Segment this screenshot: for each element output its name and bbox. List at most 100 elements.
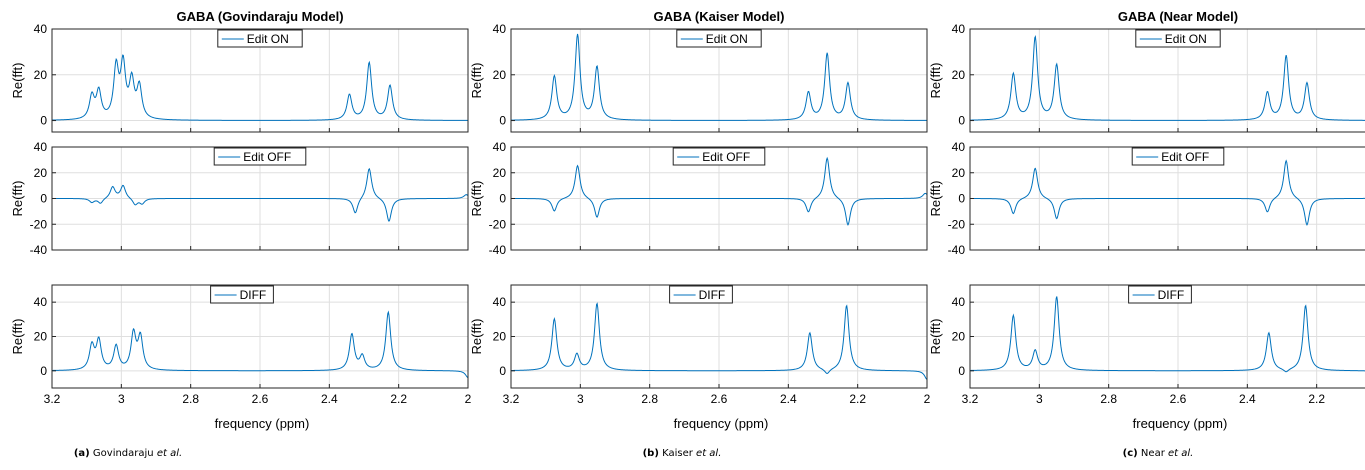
x-tick-label: 3.2 xyxy=(962,392,979,406)
series-line xyxy=(52,310,469,379)
caption-name: Govindaraju xyxy=(92,448,154,459)
y-tick-label: 40 xyxy=(952,140,966,154)
x-tick-label: 3.2 xyxy=(503,392,520,406)
x-tick-label: 2.6 xyxy=(1170,392,1187,406)
caption-a: (a) Govindaraju et al. xyxy=(74,448,182,459)
legend-box xyxy=(1128,285,1192,304)
x-tick-label: 2.2 xyxy=(849,392,866,406)
caption-tag: (c) xyxy=(1122,448,1138,459)
y-tick-label: 20 xyxy=(34,166,48,180)
y-tick-label: 40 xyxy=(34,140,48,154)
y-tick-label: 0 xyxy=(499,364,506,378)
caption-c: (c) Near et al. xyxy=(1123,448,1194,459)
y-axis-label: Re(fft) xyxy=(10,63,25,99)
caption-name: Kaiser xyxy=(662,448,693,459)
caption-tag: (a) xyxy=(73,448,90,459)
x-tick-label: 2 xyxy=(924,392,931,406)
y-tick-label: 0 xyxy=(40,364,47,378)
y-tick-label: 20 xyxy=(34,330,48,344)
x-tick-label: 2.4 xyxy=(1239,392,1256,406)
series-line xyxy=(51,54,468,121)
y-tick-label: 20 xyxy=(493,68,507,82)
y-axis-label: Re(fft) xyxy=(469,319,484,355)
legend-label: Edit ON xyxy=(706,32,748,46)
x-tick-label: 2.8 xyxy=(182,392,199,406)
legend-label: Edit OFF xyxy=(1161,150,1209,164)
x-axis-label: frequency (ppm) xyxy=(215,416,310,431)
y-tick-label: -20 xyxy=(948,217,966,231)
y-tick-label: 0 xyxy=(958,364,965,378)
y-tick-label: 40 xyxy=(34,22,48,36)
y-tick-label: -20 xyxy=(489,217,507,231)
y-tick-label: 0 xyxy=(958,114,965,128)
x-tick-label: 2.6 xyxy=(252,392,269,406)
legend-label: Edit OFF xyxy=(702,150,750,164)
x-tick-label: 3 xyxy=(577,392,584,406)
x-tick-label: 2.8 xyxy=(1100,392,1117,406)
y-tick-label: -40 xyxy=(948,243,966,257)
series-line xyxy=(970,159,1365,226)
y-axis-label: Re(fft) xyxy=(10,319,25,355)
series-line xyxy=(52,167,469,223)
y-tick-label: 0 xyxy=(958,192,965,206)
y-tick-label: 0 xyxy=(40,114,47,128)
caption-etal: et al. xyxy=(696,448,722,459)
legend-label: Edit ON xyxy=(247,32,289,46)
series-line xyxy=(969,35,1365,121)
y-axis-label: Re(fft) xyxy=(928,63,943,99)
x-tick-label: 2.4 xyxy=(321,392,338,406)
y-tick-label: -20 xyxy=(30,217,48,231)
caption-tag: (b) xyxy=(642,448,659,459)
legend-box xyxy=(210,285,274,304)
legend-box xyxy=(672,147,766,166)
y-tick-label: 40 xyxy=(952,22,966,36)
x-axis-label: frequency (ppm) xyxy=(674,416,769,431)
x-tick-label: 2.2 xyxy=(390,392,407,406)
legend-box xyxy=(1131,147,1225,166)
legend-label: Edit ON xyxy=(1165,32,1207,46)
legend-box xyxy=(669,285,733,304)
legend-label: DIFF xyxy=(240,288,267,302)
series-line xyxy=(510,33,927,121)
caption-etal: et al. xyxy=(156,448,183,459)
y-tick-label: 0 xyxy=(499,114,506,128)
y-axis-label: Re(fft) xyxy=(469,181,484,217)
y-tick-label: 20 xyxy=(34,68,48,82)
y-tick-label: -40 xyxy=(489,243,507,257)
y-tick-label: 40 xyxy=(493,295,507,309)
x-tick-label: 2.8 xyxy=(641,392,658,406)
y-tick-label: 40 xyxy=(952,295,966,309)
chart-title: GABA (Near Model) xyxy=(1118,9,1238,24)
chart-title: GABA (Kaiser Model) xyxy=(654,9,785,24)
legend-box xyxy=(217,29,303,48)
series-line xyxy=(511,156,928,226)
legend-label: Edit OFF xyxy=(243,150,291,164)
chart-title: GABA (Govindaraju Model) xyxy=(176,9,343,24)
legend-box xyxy=(1135,29,1221,48)
x-axis-label: frequency (ppm) xyxy=(1133,416,1228,431)
legend-box xyxy=(676,29,762,48)
y-tick-label: 20 xyxy=(952,68,966,82)
caption-name: Near xyxy=(1140,448,1165,459)
y-tick-label: 20 xyxy=(493,330,507,344)
y-axis-label: Re(fft) xyxy=(928,319,943,355)
y-tick-label: 20 xyxy=(952,166,966,180)
y-tick-label: 40 xyxy=(493,140,507,154)
y-tick-label: 0 xyxy=(40,192,47,206)
x-tick-label: 3 xyxy=(1036,392,1043,406)
y-axis-label: Re(fft) xyxy=(469,63,484,99)
y-tick-label: 20 xyxy=(952,330,966,344)
caption-b: (b) Kaiser et al. xyxy=(643,448,722,459)
x-tick-label: 2 xyxy=(465,392,472,406)
x-tick-label: 2.6 xyxy=(711,392,728,406)
y-tick-label: 40 xyxy=(34,295,48,309)
legend-label: DIFF xyxy=(1158,288,1185,302)
y-tick-label: 40 xyxy=(493,22,507,36)
x-tick-label: 2.2 xyxy=(1308,392,1325,406)
x-tick-label: 2.4 xyxy=(780,392,797,406)
x-tick-label: 3 xyxy=(118,392,125,406)
y-axis-label: Re(fft) xyxy=(10,181,25,217)
series-line xyxy=(510,302,928,380)
y-axis-label: Re(fft) xyxy=(928,181,943,217)
